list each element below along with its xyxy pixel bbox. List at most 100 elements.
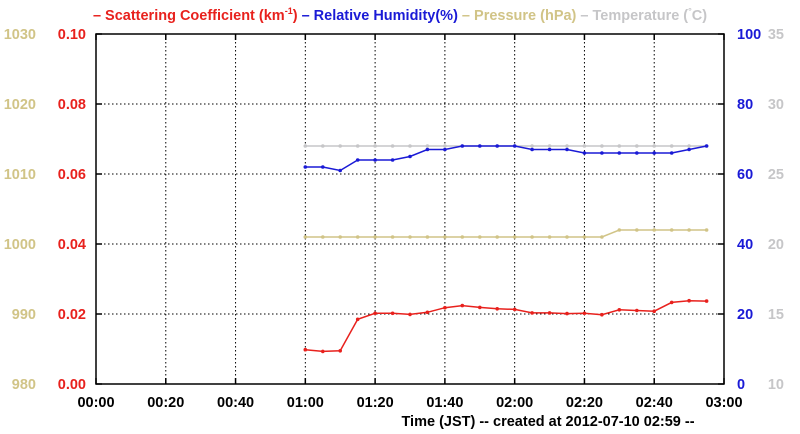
data-point-pressure (321, 235, 325, 239)
data-point-scattering (390, 311, 395, 316)
data-point-pressure (495, 235, 500, 239)
data-point-scattering (635, 308, 639, 313)
data-point-pressure (338, 235, 343, 239)
data-point-temperature (303, 144, 308, 148)
data-point-pressure (303, 235, 308, 239)
legend-entry-1: – Relative Humidity(%) (298, 8, 459, 24)
data-point-humidity (495, 144, 500, 148)
x-tick-label: 02:00 (496, 395, 533, 411)
data-point-temperature (443, 144, 447, 148)
x-tick-label: 02:20 (566, 395, 603, 411)
legend-close-3: C) (692, 8, 707, 24)
data-point-pressure (355, 235, 360, 239)
humidity-axis-tick-label: 0 (737, 377, 745, 393)
scattering-axis-tick-label: 0.00 (58, 377, 86, 393)
data-point-scattering (425, 310, 430, 315)
data-point-temperature (565, 144, 569, 148)
data-point-temperature (373, 144, 377, 148)
data-point-pressure (617, 228, 622, 232)
data-point-scattering (495, 307, 500, 311)
series-scattering (303, 298, 709, 354)
axes: 00:00 00:20 00:40 01:00 01:20 01:40 02:00 02:20… (4, 27, 784, 411)
humidity-axis-tick-label: 60 (737, 167, 753, 183)
data-point-humidity (617, 151, 622, 155)
temperature-axis-tick-label: 35 (768, 27, 784, 43)
data-point-pressure (687, 228, 691, 232)
data-point-humidity (669, 151, 674, 155)
data-point-scattering (321, 349, 325, 354)
data-point-humidity (635, 151, 639, 155)
data-point-humidity (373, 158, 377, 162)
temperature-axis-tick-label: 25 (768, 167, 784, 183)
data-point-temperature (338, 144, 343, 148)
x-tick-label: 01:40 (426, 395, 463, 411)
data-point-humidity (600, 151, 604, 155)
data-point-pressure (512, 235, 517, 239)
data-point-pressure (408, 235, 412, 239)
data-point-humidity (687, 147, 691, 152)
data-point-pressure (565, 235, 569, 239)
x-tick-label: 03:00 (705, 395, 742, 411)
data-point-humidity (704, 144, 709, 148)
pressure-axis-tick-label: 1030 (4, 27, 36, 43)
data-point-humidity (338, 168, 343, 173)
pressure-axis-tick-label: 990 (12, 307, 36, 323)
pressure-axis-tick-label: 1020 (4, 97, 36, 113)
x-tick-label: 00:40 (217, 395, 254, 411)
pressure-axis-tick-label: 1000 (4, 237, 36, 253)
data-point-temperature (390, 144, 395, 148)
pressure-axis-tick-label: 980 (12, 377, 36, 393)
data-point-scattering (443, 305, 447, 310)
data-point-pressure (373, 235, 377, 239)
data-point-humidity (321, 165, 325, 169)
data-point-temperature (547, 144, 552, 148)
data-point-pressure (600, 235, 604, 239)
data-point-humidity (530, 147, 534, 152)
series-humidity (303, 144, 709, 173)
series-pressure (303, 228, 709, 239)
data-point-pressure (635, 228, 639, 232)
data-point-scattering (303, 347, 308, 352)
data-point-pressure (443, 235, 447, 239)
legend-entry-2: – Pressure (hPa) (458, 8, 577, 24)
data-point-scattering (652, 309, 656, 314)
scattering-axis-tick-label: 0.06 (58, 167, 86, 183)
humidity-axis-tick-label: 100 (737, 27, 761, 43)
data-point-temperature (635, 144, 639, 148)
grid (96, 34, 724, 384)
humidity-axis-tick-label: 20 (737, 307, 753, 323)
data-point-temperature (600, 144, 604, 148)
humidity-axis-tick-label: 40 (737, 237, 753, 253)
data-point-scattering (373, 311, 377, 316)
data-point-scattering (669, 300, 674, 305)
data-point-humidity (582, 151, 587, 155)
x-tick-label: 01:20 (357, 395, 394, 411)
data-point-pressure (669, 228, 674, 232)
x-tick-label: 00:00 (77, 395, 114, 411)
x-tick-label: 02:40 (636, 395, 673, 411)
scattering-axis-tick-label: 0.04 (58, 237, 86, 253)
scattering-axis-tick-label: 0.08 (58, 97, 86, 113)
data-point-scattering (704, 299, 709, 303)
data-point-scattering (460, 303, 465, 308)
data-point-humidity (355, 158, 360, 162)
data-point-pressure (704, 228, 709, 232)
data-point-humidity (460, 144, 465, 148)
data-point-humidity (425, 147, 430, 152)
data-point-scattering (582, 311, 587, 316)
legend: – Scattering Coefficient (km-1) – Relati… (93, 6, 707, 24)
legend-superscript-3: ° (688, 6, 692, 16)
data-point-pressure (530, 235, 534, 239)
data-point-temperature (687, 144, 691, 148)
data-point-scattering (565, 311, 569, 316)
data-point-scattering (547, 311, 552, 315)
series-line-pressure (305, 229, 707, 238)
data-point-scattering (687, 298, 691, 303)
pressure-axis-tick-label: 1010 (4, 167, 36, 183)
data-point-scattering (530, 311, 534, 315)
data-point-temperature (652, 144, 656, 148)
temperature-axis-tick-label: 30 (768, 97, 784, 113)
series-layer (303, 144, 709, 354)
data-point-pressure (390, 235, 395, 239)
